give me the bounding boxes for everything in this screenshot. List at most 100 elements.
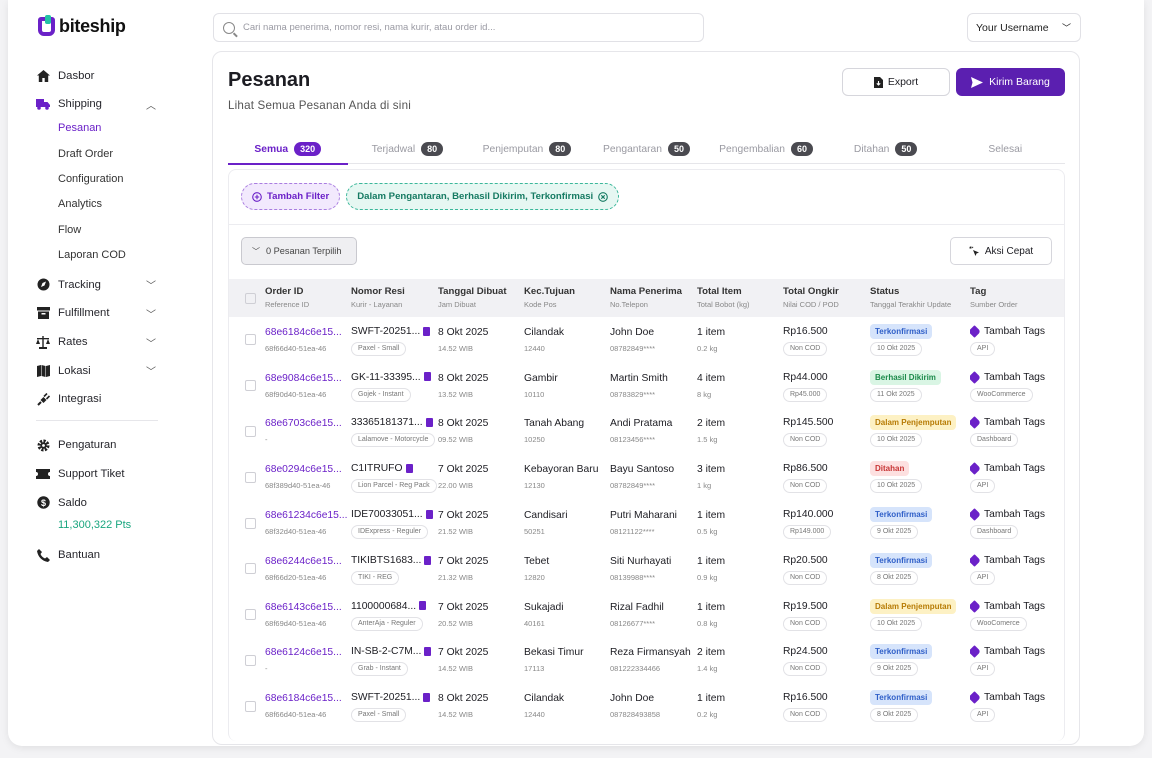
user-menu[interactable]: Your Username ﹀ [967,13,1081,42]
row-checkbox[interactable] [245,471,256,483]
sub-nav-laporan-cod[interactable]: Laporan COD [58,248,126,261]
created-time: 20.52 WIB [438,618,474,628]
row-checkbox[interactable] [245,425,256,437]
row-checkbox[interactable] [245,334,256,346]
selected-orders-dropdown[interactable]: ﹀ 0 Pesanan Terpilih [241,237,357,265]
add-tags-button[interactable]: Tambah Tags [970,553,1064,568]
table-row[interactable]: 68e0294c6e15... 68f389d40-51ea-46 C1ITRUFO… [229,454,1064,500]
chevron-down-icon[interactable]: ﹀ [146,281,156,293]
brand-logo[interactable]: biteship [38,15,126,37]
cod-pill: Non COD [783,341,828,356]
order-id-cell: 68e6124c6e15... - [265,638,351,684]
nav-lokasi[interactable]: Lokasi ﹀ [36,360,156,381]
add-filter-button[interactable]: Tambah Filter [241,183,341,210]
add-tags-button[interactable]: Tambah Tags [970,507,1064,522]
export-button[interactable]: Export [842,68,950,96]
tab-selesai[interactable]: Selesai [945,134,1065,164]
add-tags-button[interactable]: Tambah Tags [970,599,1064,614]
add-tags-button[interactable]: Tambah Tags [970,370,1064,385]
add-tags-label: Tambah Tags [984,692,1046,704]
order-id-link[interactable]: 68e6184c6e15... [265,693,342,705]
tab-ditahan[interactable]: Ditahan 50 [826,134,946,164]
quick-action-button[interactable]: Aksi Cepat [950,237,1052,265]
copy-icon[interactable] [424,555,432,565]
sub-nav-analytics[interactable]: Analytics [58,198,103,211]
order-id-link[interactable]: 68e6124c6e15... [265,647,342,659]
recipient-name: John Doe [610,326,655,338]
active-filter-chip[interactable]: Dalam Pengantaran, Berhasil Dikirim, Ter… [346,183,620,210]
copy-icon[interactable] [405,464,413,474]
add-tags-button[interactable]: Tambah Tags [970,644,1064,659]
order-id-link[interactable]: 68e6703c6e15... [265,418,342,430]
copy-icon[interactable] [423,693,431,703]
chevron-up-icon[interactable]: ︿ [146,100,156,112]
copy-icon[interactable] [423,372,431,382]
tag-icon [970,508,981,521]
copy-icon[interactable] [423,326,431,336]
add-tags-button[interactable]: Tambah Tags [970,415,1064,430]
nav-dasbor[interactable]: Dasbor [36,65,156,86]
nav-bantuan[interactable]: Bantuan [36,545,156,566]
nav-support-tiket[interactable]: Support Tiket [36,464,156,485]
order-id-link[interactable]: 68e61234c6e15... [265,510,348,522]
sub-nav-flow[interactable]: Flow [58,223,82,236]
table-row[interactable]: 68e61234c6e15... 68f32d40-51ea-46 IDE70033… [229,500,1064,546]
table-row[interactable]: 68e9084c6e15... 68f90d40-51ea-46 GK-11-333… [229,363,1064,409]
copy-icon[interactable] [424,647,432,657]
created-date: 7 Okt 2025 [438,555,489,567]
table-row[interactable]: 68e6244c6e15... 68f66d20-51ea-46 TIKIBTS16… [229,546,1064,592]
district: Candisari [524,510,568,522]
copy-icon[interactable] [425,509,433,519]
chevron-down-icon[interactable]: ﹀ [146,367,156,379]
row-checkbox[interactable] [245,517,256,529]
tab-semua[interactable]: Semua 320 [228,134,348,165]
add-tags-button[interactable]: Tambah Tags [970,461,1064,476]
order-id-link[interactable]: 68e0294c6e15... [265,464,342,476]
nav-rates[interactable]: Rates ﹀ [36,332,156,353]
add-tags-button[interactable]: Tambah Tags [970,690,1064,705]
table-row[interactable]: 68e6184c6e15... 68f66d40-51ea-46 SWFT-2025… [229,683,1064,729]
add-tags-button[interactable]: Tambah Tags [970,324,1064,339]
close-circle-icon[interactable] [598,191,609,202]
search-input[interactable]: Cari nama penerima, nomor resi, nama kur… [213,13,704,42]
copy-icon[interactable] [425,418,433,428]
date-cell: 7 Okt 2025 22.00 WIB [438,454,524,500]
shipping-cost: Rp16.500 [783,692,828,704]
nav-pengaturan[interactable]: Pengaturan [36,435,156,456]
recipient-phone: 08783829**** [610,389,656,399]
nav-integrasi[interactable]: Integrasi [36,389,156,410]
table-row[interactable]: 68e6124c6e15... - IN-SB-2-C7M... Grab - Ins… [229,638,1064,684]
sub-nav-draft-order[interactable]: Draft Order [58,147,114,160]
chevron-down-icon[interactable]: ﹀ [146,309,156,321]
created-date: 8 Okt 2025 [438,372,489,384]
table-row[interactable]: 68e6703c6e15... - 33365181371... Lalamove -… [229,409,1064,455]
tab-pengembalian[interactable]: Pengembalian 60 [706,134,826,164]
status-updated-pill: 10 Okt 2025 [870,433,923,448]
order-source-pill: API [970,570,996,585]
nav-shipping[interactable]: Shipping ︿ [36,94,156,115]
row-checkbox[interactable] [245,380,256,392]
copy-icon[interactable] [419,601,427,611]
row-checkbox[interactable] [245,609,256,621]
order-id-link[interactable]: 68e6184c6e15... [265,326,342,338]
row-checkbox[interactable] [245,700,256,712]
order-id-cell: 68e6184c6e15... 68f66d40-51ea-46 [265,317,351,363]
send-package-button[interactable]: Kirim Barang [956,68,1065,96]
chevron-down-icon[interactable]: ﹀ [146,338,156,350]
order-id-link[interactable]: 68e6143c6e15... [265,601,342,613]
select-all-checkbox[interactable] [245,292,256,304]
row-checkbox[interactable] [245,654,256,666]
tab-penjemputan[interactable]: Penjemputan 80 [467,134,587,164]
sub-nav-pesanan[interactable]: Pesanan [58,122,102,135]
table-row[interactable]: 68e6184c6e15... 68f66d40-51ea-46 SWFT-2025… [229,317,1064,363]
order-id-link[interactable]: 68e6244c6e15... [265,555,342,567]
sub-nav-configuration[interactable]: Configuration [58,172,124,185]
tab-pengantaran[interactable]: Pengantaran 50 [587,134,707,164]
nav-tracking[interactable]: Tracking ﹀ [36,274,156,295]
table-row[interactable]: 68e6143c6e15... 68f69d40-51ea-46 110000068… [229,592,1064,638]
order-id-link[interactable]: 68e9084c6e15... [265,372,342,384]
nav-fulfillment[interactable]: Fulfillment ﹀ [36,303,156,324]
tab-terjadwal[interactable]: Terjadwal 80 [348,134,468,164]
row-checkbox[interactable] [245,563,256,575]
nav-saldo[interactable]: $ Saldo [36,492,156,513]
